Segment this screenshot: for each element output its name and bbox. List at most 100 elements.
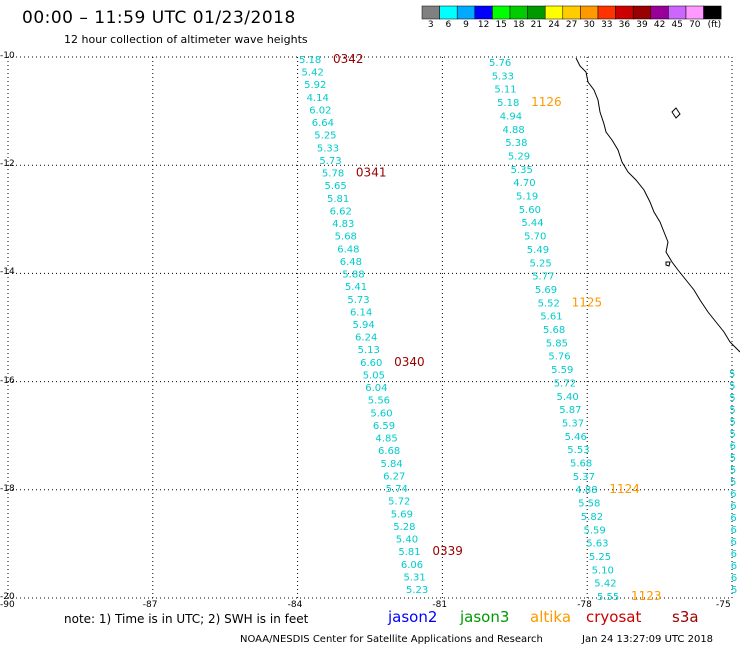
wave-height-value: 5.33 [492,71,514,82]
wave-height-value: 5.40 [557,392,579,403]
footer-note: note: 1) Time is in UTC; 2) SWH is in fe… [64,612,309,626]
wave-height-value: 6.62 [330,206,352,217]
wave-height-value: 5.68 [335,232,357,243]
wave-height-value: 6 [731,561,737,572]
color-swatch [474,5,493,20]
color-scale-label: 15 [495,20,507,30]
wave-height-value: 5.69 [535,285,557,296]
color-swatch [703,5,722,20]
wave-height-value: 5.81 [327,194,349,205]
wave-height-value: 5.59 [551,365,573,376]
latitude-label: -18 [0,483,15,494]
color-scale-label: 21 [530,20,543,30]
wave-height-value: 5 [729,405,735,416]
wave-height-tracks: 5.185.425.924.146.026.645.255.335.735.78… [299,52,737,603]
wave-height-value: 5 [730,429,736,440]
wave-height-value: 5 [730,453,736,464]
wave-height-value: 5.29 [508,151,530,162]
color-scale-label: 42 [653,20,666,30]
wave-height-value: 5.59 [584,525,606,536]
pass-time-label: 0342 [333,52,364,66]
wave-height-value: 5.38 [505,138,527,149]
wave-height-value: 4.88 [503,125,525,136]
wave-height-value: 5 [729,369,735,380]
wave-height-value: 6 [731,549,737,560]
wave-height-value: 5.40 [396,535,418,546]
color-swatch [439,5,458,20]
color-scale-label: 45 [671,20,683,30]
wave-height-value: 5 [731,585,737,596]
wave-height-value: 5.82 [581,512,603,523]
longitude-label: -84 [287,600,303,610]
satellite-s3a: s3a [672,608,699,626]
wave-height-value: 5.10 [592,565,614,576]
wave-height-value: 5.69 [391,509,413,520]
wave-height-value: 5.56 [368,396,390,407]
longitude-label: -81 [432,600,448,610]
longitude-label: -87 [142,600,158,610]
wave-height-value: 6.48 [340,257,362,268]
wave-height-value: 5.60 [519,205,541,216]
wave-height-value: 6 [731,537,737,548]
wave-height-value: 5 [730,465,736,476]
wave-height-value: 5.49 [527,245,549,256]
wave-height-value: 6.14 [350,307,372,318]
pass-time-label: 1124 [609,482,640,496]
latitude-label: -10 [0,51,15,61]
wave-height-value: 6.64 [312,118,334,129]
wave-height-value: 5.60 [370,408,392,419]
longitude-label: -90 [0,600,15,610]
wave-height-value: 5.44 [521,218,543,229]
satellite-cryosat: cryosat [586,608,642,626]
wave-height-value: 5.23 [406,585,428,596]
satellite-jason3: jason3 [460,608,510,626]
color-scale-label: 36 [618,20,631,30]
color-swatch [650,5,669,20]
island [665,261,671,267]
color-scale-label: 6 [445,20,452,30]
pass-time-label: 0339 [432,544,463,558]
wave-height-value: 6.02 [309,105,331,116]
wave-height-value: 5.53 [567,445,589,456]
pass-time-label: 0340 [394,355,425,369]
wave-height-value: 5.37 [562,418,584,429]
island [671,107,681,119]
color-scale-label: 3 [427,20,434,30]
wave-height-value: 5.28 [393,522,415,533]
latitude-label: -14 [0,267,15,278]
wave-height-value: 4.14 [307,93,329,104]
wave-height-value: 6.04 [365,383,387,394]
wave-height-value: 5.18 [299,55,321,66]
wave-height-value: 5.94 [353,320,375,331]
wave-height-value: 4.88 [575,485,597,496]
wave-height-value: 5.25 [530,258,552,269]
wave-height-value: 5.52 [538,298,560,309]
footer-credit: NOAA/NESDIS Center for Satellite Applica… [240,634,543,645]
wave-height-value: 6 [730,513,736,524]
wave-height-value: 5.58 [578,499,600,510]
wave-height-value: 5.78 [322,169,344,180]
wave-height-value: 5.85 [546,338,568,349]
wave-height-value: 5.65 [324,181,346,192]
wave-height-value: 5.42 [594,579,616,590]
color-swatch [492,5,511,20]
wave-height-value: 6.60 [360,358,382,369]
color-swatch [632,5,652,20]
wave-height-value: 4.94 [500,111,522,122]
wave-height-value: 6.48 [337,244,359,255]
wave-height-value: 5.13 [358,345,380,356]
wave-height-value: 4.85 [375,434,397,445]
wave-height-value: 5.42 [302,68,324,79]
wave-height-value: 6 [730,525,736,536]
wave-height-value: 5.68 [543,325,565,336]
wave-height-value: 5.46 [565,432,587,443]
wave-height-value: 5.61 [540,312,562,323]
color-scale-label: 33 [601,20,613,30]
longitude-label: -78 [577,600,592,610]
color-scale-label: 18 [513,20,525,30]
wave-height-value: 5.55 [597,592,619,603]
wave-height-value: 4.70 [513,178,535,189]
wave-height-value: 5.33 [317,143,339,154]
wave-height-value: 5.37 [573,472,595,483]
wave-height-value: 6.59 [373,421,395,432]
